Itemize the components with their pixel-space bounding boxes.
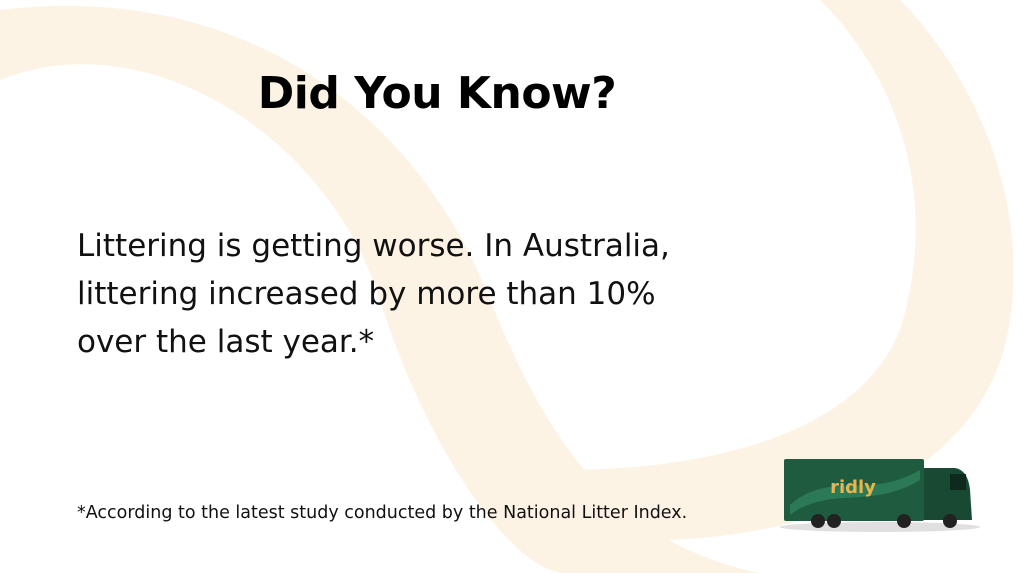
body-line: Littering is getting worse. In Australia… [77,228,670,264]
truck: ridly [780,459,980,532]
body-text: Littering is getting worse. In Australia… [77,222,670,366]
swoosh [560,0,1014,541]
body-line: littering increased by more than 10% [77,276,656,312]
footnote: *According to the latest study conducted… [77,503,688,523]
truck-logo: ridly [830,477,876,498]
swoosh [0,5,760,573]
body-line: over the last year.* [77,324,375,360]
title: Did You Know? [257,68,617,119]
